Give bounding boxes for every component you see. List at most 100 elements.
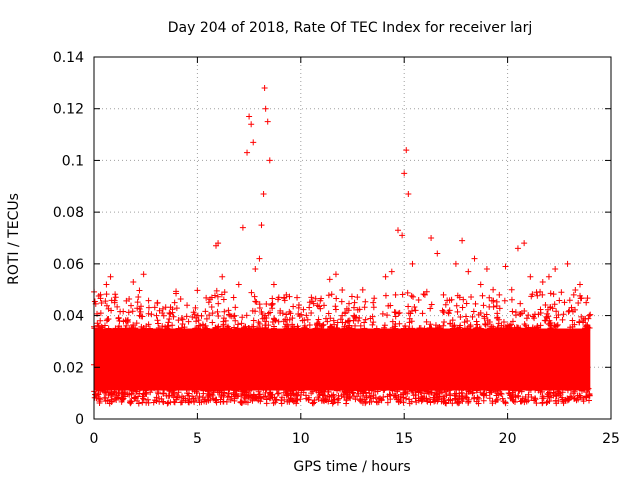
data-point [346,394,353,401]
data-point [112,291,119,298]
data-point [284,390,291,397]
data-point [519,397,526,404]
data-point [539,291,546,298]
data-point [173,305,180,312]
data-point [163,392,170,399]
data-point [131,394,138,401]
data-point [454,292,461,299]
data-point [360,389,367,396]
data-point [327,323,334,330]
data-point [113,397,120,404]
data-point [369,321,376,328]
data-point [481,315,488,322]
data-point [329,400,336,407]
data-point [303,395,310,402]
data-point [169,322,176,329]
data-point [564,260,571,267]
data-point [465,268,472,275]
x-tick-label: 25 [602,431,620,447]
y-axis-label: ROTI / TECUs [6,193,22,285]
data-point [547,322,554,329]
data-point [248,121,255,128]
data-point [384,399,391,406]
y-tick-label: 0.1 [62,153,84,169]
data-point [369,313,376,320]
data-point [486,294,493,301]
data-point [365,384,372,391]
data-point [249,323,256,330]
data-point [488,297,495,304]
data-point [447,391,454,398]
data-point [195,397,202,404]
data-point [315,316,322,323]
data-point [151,397,158,404]
data-point [107,273,114,280]
data-point [380,387,387,394]
data-point [370,319,377,326]
chart-title: Day 204 of 2018, Rate Of TEC Index for r… [168,20,533,36]
data-point [203,325,210,332]
data-point [214,293,221,300]
data-point [112,294,119,301]
x-axis-ticks: 0 5 10 15 20 25 [90,57,620,447]
data-point [294,294,301,301]
data-point [239,314,246,321]
data-point [284,322,291,329]
data-point [129,325,136,332]
data-point [232,304,239,311]
data-point [241,324,248,331]
data-point [500,318,507,325]
data-point [306,299,313,306]
data-point [148,386,155,393]
data-point [147,389,154,396]
data-point [394,227,401,234]
data-point [103,389,110,396]
data-point [232,317,239,324]
data-point [460,296,467,303]
data-point [539,388,546,395]
data-point [409,260,416,267]
data-point [353,314,360,321]
data-point [556,390,563,397]
data-point [570,291,577,298]
data-point [136,287,143,294]
data-point [266,389,273,396]
grid-lines [94,57,611,419]
data-point [91,394,98,401]
data-point [440,291,447,298]
data-point [453,302,460,309]
data-point [451,322,458,329]
data-point [480,391,487,398]
data-point [474,321,481,328]
data-point [108,398,115,405]
data-point [490,286,497,293]
data-point [561,299,568,306]
data-point [463,390,470,397]
data-point [517,300,524,307]
data-point [449,317,456,324]
data-point [354,294,361,301]
data-point [502,323,509,330]
data-point [284,391,291,398]
data-point [342,309,348,316]
data-point [370,299,377,306]
data-point [253,299,260,306]
data-point [314,302,321,309]
data-point [534,292,541,299]
data-point [486,303,493,310]
data-point [308,309,315,316]
data-point [124,317,131,324]
data-point [177,295,184,302]
data-point [522,322,529,329]
data-point [502,263,509,270]
data-point [325,292,332,299]
data-point [215,323,222,330]
data-point [522,393,529,400]
data-point [225,390,232,397]
data-point [405,191,412,198]
data-point [203,294,210,301]
data-point [203,315,210,322]
data-point [220,296,227,303]
data-point [278,400,285,407]
data-point [139,393,146,400]
